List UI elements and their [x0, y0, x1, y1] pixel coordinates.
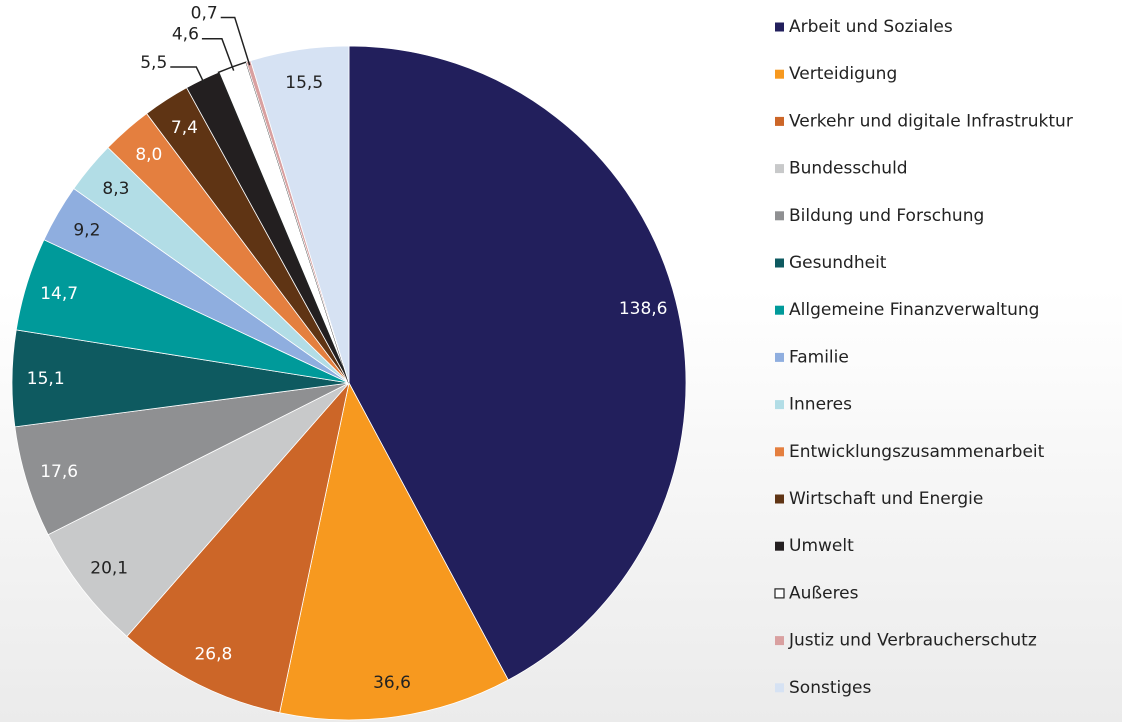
pie-slice [126, 381, 350, 714]
data-label: 17,6 [40, 462, 78, 482]
data-label: 14,7 [40, 284, 78, 304]
legend-swatch [775, 258, 784, 268]
legend-swatch [775, 400, 784, 410]
legend-label: Justiz und Verbraucherschutz [788, 631, 1037, 651]
legend-swatch [775, 116, 784, 126]
legend-swatch [775, 683, 784, 693]
legend-swatch [775, 541, 784, 551]
legend-label: Sonstiges [789, 678, 871, 698]
legend-label: Inneres [789, 395, 852, 415]
legend-label: Verkehr und digitale Infrastruktur [789, 111, 1073, 131]
data-label: 7,4 [171, 118, 198, 138]
pie-slice [47, 382, 350, 637]
legend-swatch [775, 447, 784, 457]
data-label: 0,7 [191, 3, 218, 23]
legend-label: Außeres [789, 583, 859, 603]
legend-label: Entwicklungszusammenarbeit [789, 442, 1045, 462]
legend-swatch [775, 636, 784, 646]
data-label: 5,5 [140, 53, 167, 73]
legend-label: Allgemeine Finanzverwaltung [789, 300, 1039, 320]
legend-swatch [775, 164, 784, 174]
legend-swatch [775, 211, 784, 221]
pie-slice [279, 381, 509, 721]
legend-label: Gesundheit [789, 253, 887, 273]
data-label: 36,6 [373, 673, 411, 693]
legend-swatch [775, 352, 784, 362]
pie-slice [250, 45, 350, 384]
data-label: 8,3 [102, 179, 129, 199]
legend-swatch [774, 588, 785, 599]
leader-line [170, 66, 205, 84]
legend-label: Umwelt [789, 536, 854, 556]
data-label: 15,5 [285, 73, 323, 93]
legend-swatch [775, 305, 784, 315]
legend-label: Wirtschaft und Energie [789, 489, 983, 509]
legend-label: Verteidigung [789, 64, 897, 84]
data-label: 4,6 [172, 25, 199, 45]
data-label: 9,2 [73, 220, 100, 240]
data-label: 138,6 [619, 299, 668, 319]
legend-swatch [775, 69, 784, 79]
legend-label: Bundesschuld [789, 159, 908, 179]
data-label: 20,1 [90, 559, 128, 579]
data-label: 8,0 [135, 145, 162, 165]
legend-label: Bildung und Forschung [789, 206, 984, 226]
legend-label: Familie [789, 347, 849, 367]
pie-slice [348, 45, 687, 681]
data-label: 26,8 [194, 644, 232, 664]
legend-swatch [775, 22, 784, 32]
legend-swatch [775, 494, 784, 504]
leader-line [220, 16, 251, 66]
legend-label: Arbeit und Soziales [789, 17, 953, 37]
data-label: 15,1 [27, 369, 65, 389]
leader-line [201, 37, 235, 71]
